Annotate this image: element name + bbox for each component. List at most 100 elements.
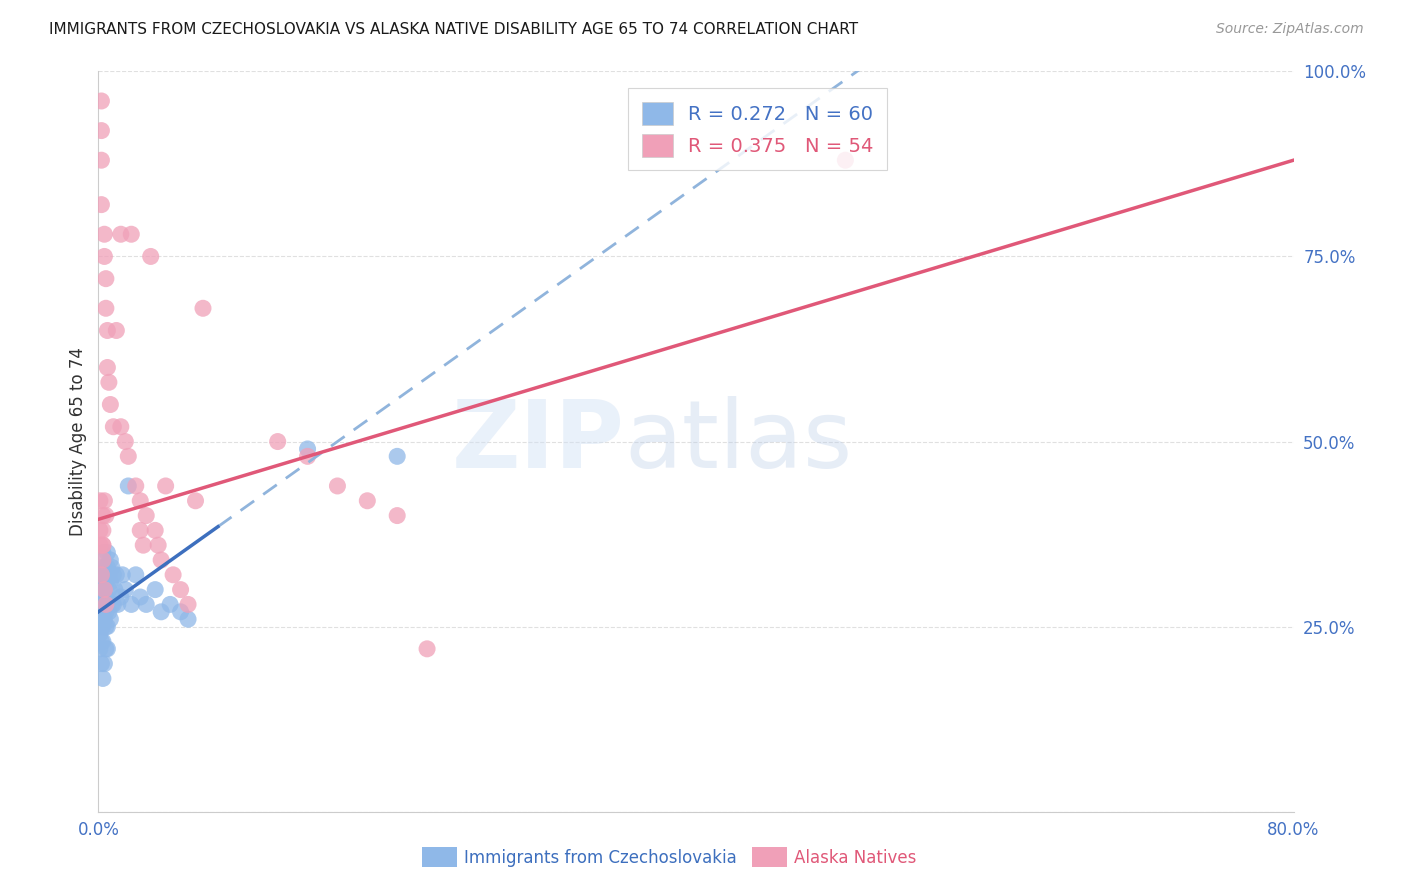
Point <box>98 553 122 567</box>
Point <box>93 227 115 242</box>
Point <box>110 590 132 604</box>
Point <box>155 479 177 493</box>
Point <box>94 598 117 612</box>
Point <box>93 612 115 626</box>
Point <box>93 582 115 597</box>
Text: Immigrants from Czechoslovakia: Immigrants from Czechoslovakia <box>464 849 737 867</box>
Point <box>385 450 409 464</box>
Point <box>114 434 136 449</box>
Point <box>91 538 114 552</box>
Point <box>93 493 115 508</box>
Point <box>90 634 112 648</box>
Point <box>834 153 856 168</box>
Point <box>90 94 112 108</box>
Text: Source: ZipAtlas.com: Source: ZipAtlas.com <box>1216 22 1364 37</box>
Point <box>90 197 112 211</box>
Point <box>356 493 378 508</box>
Point <box>94 271 117 285</box>
Point <box>91 619 114 633</box>
Point <box>97 376 120 390</box>
Point <box>93 598 115 612</box>
Text: IMMIGRANTS FROM CZECHOSLOVAKIA VS ALASKA NATIVE DISABILITY AGE 65 TO 74 CORRELAT: IMMIGRANTS FROM CZECHOSLOVAKIA VS ALASKA… <box>49 22 858 37</box>
Point <box>103 567 125 582</box>
Point <box>297 450 319 464</box>
Point <box>416 641 439 656</box>
Point <box>150 553 173 567</box>
Point <box>91 590 114 604</box>
Point <box>98 398 122 412</box>
Point <box>94 301 117 316</box>
Point <box>135 508 157 523</box>
Point <box>91 634 114 648</box>
Point <box>97 605 120 619</box>
Point <box>191 301 214 316</box>
Point <box>94 605 117 619</box>
Point <box>90 567 112 582</box>
Point <box>89 524 111 538</box>
Point <box>103 419 125 434</box>
Point <box>93 657 115 671</box>
Point <box>162 567 184 582</box>
Point <box>94 508 117 523</box>
Point <box>111 567 134 582</box>
Point <box>93 582 115 597</box>
Point <box>148 538 170 552</box>
Point <box>110 419 132 434</box>
Point <box>96 360 118 375</box>
Point <box>96 619 118 633</box>
Point <box>96 641 118 656</box>
Legend: R = 0.272   N = 60, R = 0.375   N = 54: R = 0.272 N = 60, R = 0.375 N = 54 <box>628 88 887 170</box>
Point <box>93 250 115 264</box>
Point <box>96 560 118 574</box>
Point <box>150 605 173 619</box>
Point <box>89 612 111 626</box>
Text: ZIP: ZIP <box>451 395 624 488</box>
Point <box>90 657 112 671</box>
Point <box>89 641 111 656</box>
Point <box>159 598 181 612</box>
Point <box>89 627 111 641</box>
Point <box>91 560 114 574</box>
Point <box>385 508 409 523</box>
Point <box>267 434 290 449</box>
Point <box>93 560 115 574</box>
Point <box>96 546 118 560</box>
Point <box>326 479 349 493</box>
Point <box>143 582 166 597</box>
Point <box>132 538 155 552</box>
Point <box>98 612 122 626</box>
Point <box>297 442 319 456</box>
Point <box>91 605 114 619</box>
Point <box>91 524 114 538</box>
Point <box>89 598 111 612</box>
Point <box>129 524 152 538</box>
Point <box>114 582 136 597</box>
Point <box>110 227 132 242</box>
Point <box>125 567 148 582</box>
Point <box>135 598 157 612</box>
Point <box>103 598 125 612</box>
Point <box>177 598 200 612</box>
Point <box>94 575 117 590</box>
Point <box>94 619 117 633</box>
Point <box>105 567 128 582</box>
Point <box>104 582 127 597</box>
Point <box>120 598 142 612</box>
Point <box>89 493 111 508</box>
Point <box>184 493 207 508</box>
Point <box>89 582 111 597</box>
Point <box>101 598 124 612</box>
Point <box>91 553 114 567</box>
Point <box>105 324 128 338</box>
Point <box>90 153 112 168</box>
Point <box>97 582 120 597</box>
Point <box>169 582 191 597</box>
Point <box>89 538 111 552</box>
Text: Alaska Natives: Alaska Natives <box>794 849 917 867</box>
Point <box>94 641 117 656</box>
Point <box>94 590 117 604</box>
Point <box>177 612 200 626</box>
Point <box>129 493 152 508</box>
Point <box>98 575 122 590</box>
Point <box>143 524 166 538</box>
